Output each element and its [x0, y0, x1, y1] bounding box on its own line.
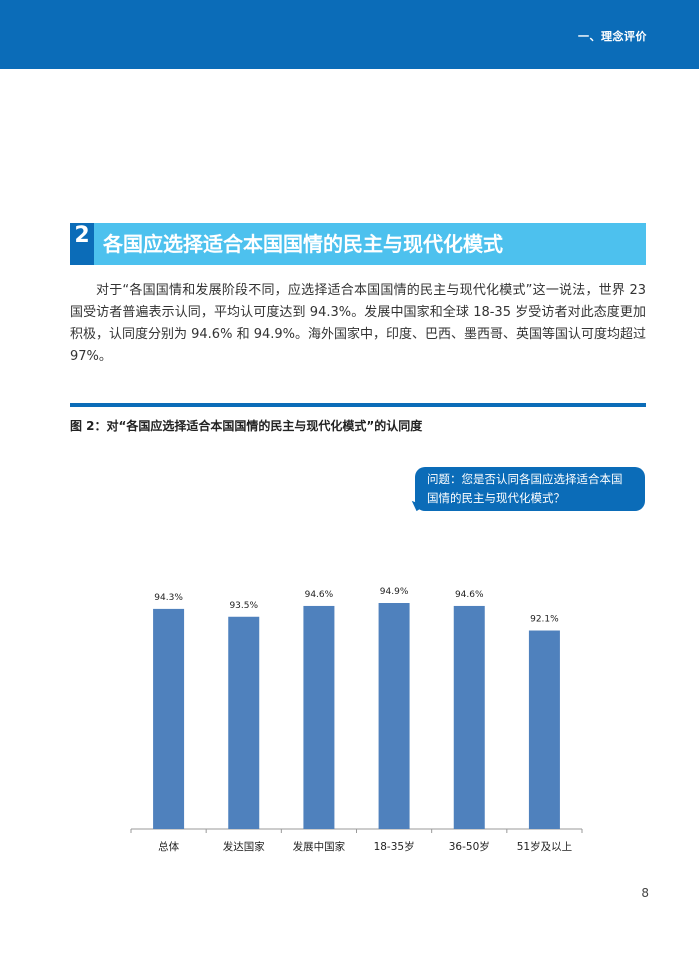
question-line-1: 问题：您是否认同各国应选择适合本国 — [427, 472, 623, 486]
x-tick-label: 51岁及以上 — [517, 840, 572, 853]
section-heading: 2 各国应选择适合本国国情的民主与现代化模式 — [70, 223, 646, 265]
data-label: 94.9% — [380, 587, 409, 597]
bar — [303, 605, 335, 829]
x-tick-label: 总体 — [158, 840, 179, 853]
data-label: 93.5% — [229, 601, 258, 611]
bar — [528, 630, 560, 829]
figure-caption: 图 2：对“各国应选择适合本国国情的民主与现代化模式”的认同度 — [70, 419, 423, 433]
divider — [70, 403, 646, 407]
bar — [453, 605, 485, 829]
section-number: 2 — [70, 223, 94, 265]
data-label: 92.1% — [530, 615, 559, 625]
bar — [378, 603, 410, 829]
bar — [228, 616, 260, 829]
page-number: 8 — [641, 886, 649, 900]
data-label: 94.3% — [154, 593, 183, 603]
header-bar: 一、理念评价 — [0, 0, 699, 69]
data-label: 94.6% — [455, 590, 484, 600]
question-bubble: 问题：您是否认同各国应选择适合本国 国情的民主与现代化模式？ — [415, 467, 645, 511]
section-label: 一、理念评价 — [578, 30, 647, 43]
data-label: 94.6% — [305, 590, 334, 600]
x-tick-label: 18-35岁 — [374, 840, 415, 853]
question-line-2: 国情的民主与现代化模式？ — [427, 491, 565, 505]
x-tick-label: 36-50岁 — [449, 840, 490, 853]
body-paragraph: 对于“各国国情和发展阶段不同，应选择适合本国国情的民主与现代化模式”这一说法，世… — [70, 283, 646, 364]
x-tick-label: 发达国家 — [223, 840, 265, 853]
x-tick-label: 发展中国家 — [293, 840, 346, 853]
bar — [153, 608, 185, 829]
section-title: 各国应选择适合本国国情的民主与现代化模式 — [103, 232, 503, 256]
